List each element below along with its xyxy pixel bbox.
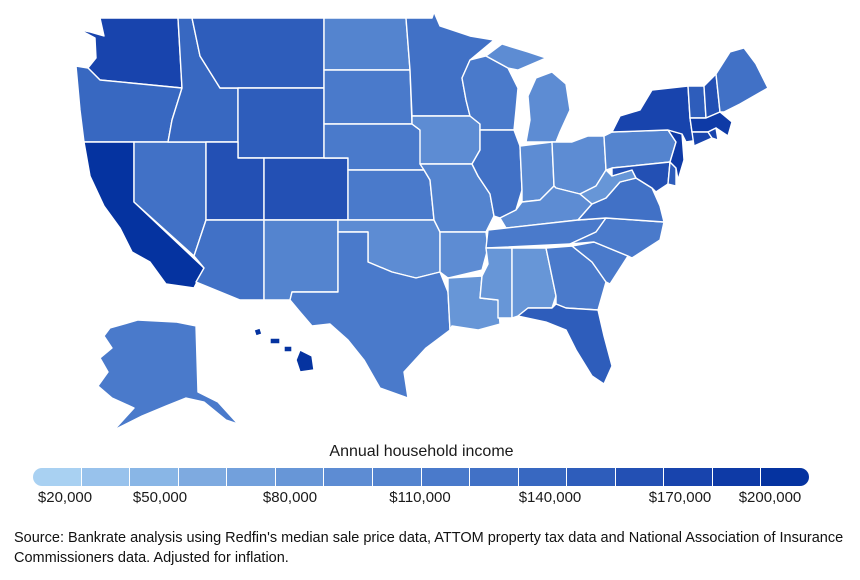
state-tx bbox=[289, 231, 451, 399]
legend-swatch bbox=[130, 468, 179, 486]
state-co bbox=[263, 157, 349, 221]
state-hi bbox=[253, 327, 315, 373]
us-income-choropleth-map bbox=[75, 11, 769, 431]
legend-tick-label: $200,000 bbox=[738, 489, 802, 506]
state-mi bbox=[485, 43, 571, 143]
legend-swatch bbox=[421, 468, 471, 486]
legend-title: Annual household income bbox=[329, 443, 514, 460]
legend-swatch bbox=[470, 468, 519, 486]
legend-tick-label: $110,000 bbox=[389, 489, 451, 506]
legend-swatch bbox=[227, 468, 276, 486]
legend-tick-label: $20,000 bbox=[37, 489, 93, 506]
legend-swatch bbox=[761, 468, 809, 486]
state-nm bbox=[263, 219, 339, 301]
source-note: Source: Bankrate analysis using Redfin's… bbox=[14, 530, 844, 566]
state-wy bbox=[237, 87, 325, 159]
state-fl bbox=[517, 303, 613, 385]
legend-tick-labels: $20,000 $50,000 $80,000 $110,000 $140,000 $17… bbox=[0, 489, 860, 509]
legend-swatch bbox=[615, 468, 665, 486]
legend-swatch bbox=[372, 468, 422, 486]
state-wi bbox=[461, 55, 519, 131]
legend-swatch bbox=[33, 468, 82, 486]
state-az bbox=[193, 219, 265, 301]
legend-swatch bbox=[518, 468, 568, 486]
legend-swatch bbox=[712, 468, 762, 486]
legend-tick-label: $50,000 bbox=[132, 489, 188, 506]
state-nd bbox=[323, 17, 411, 71]
state-ks bbox=[347, 169, 435, 221]
legend-swatch bbox=[81, 468, 131, 486]
state-ia bbox=[411, 115, 481, 165]
state-ri bbox=[707, 127, 719, 141]
state-vt bbox=[687, 85, 707, 119]
legend-tick-label: $140,000 bbox=[518, 489, 582, 506]
legend-tick-label: $80,000 bbox=[262, 489, 318, 506]
legend-swatch bbox=[275, 468, 325, 486]
legend-swatch bbox=[567, 468, 616, 486]
legend-swatch bbox=[178, 468, 228, 486]
state-nj bbox=[667, 129, 685, 181]
legend-swatch bbox=[664, 468, 713, 486]
state-me bbox=[715, 47, 769, 113]
state-sd bbox=[323, 69, 413, 125]
legend-swatch bbox=[324, 468, 373, 486]
state-ar bbox=[439, 231, 489, 279]
state-il bbox=[471, 129, 523, 219]
state-ak bbox=[97, 319, 239, 431]
legend-tick-label: $170,000 bbox=[648, 489, 712, 506]
legend-color-scale bbox=[33, 468, 809, 486]
